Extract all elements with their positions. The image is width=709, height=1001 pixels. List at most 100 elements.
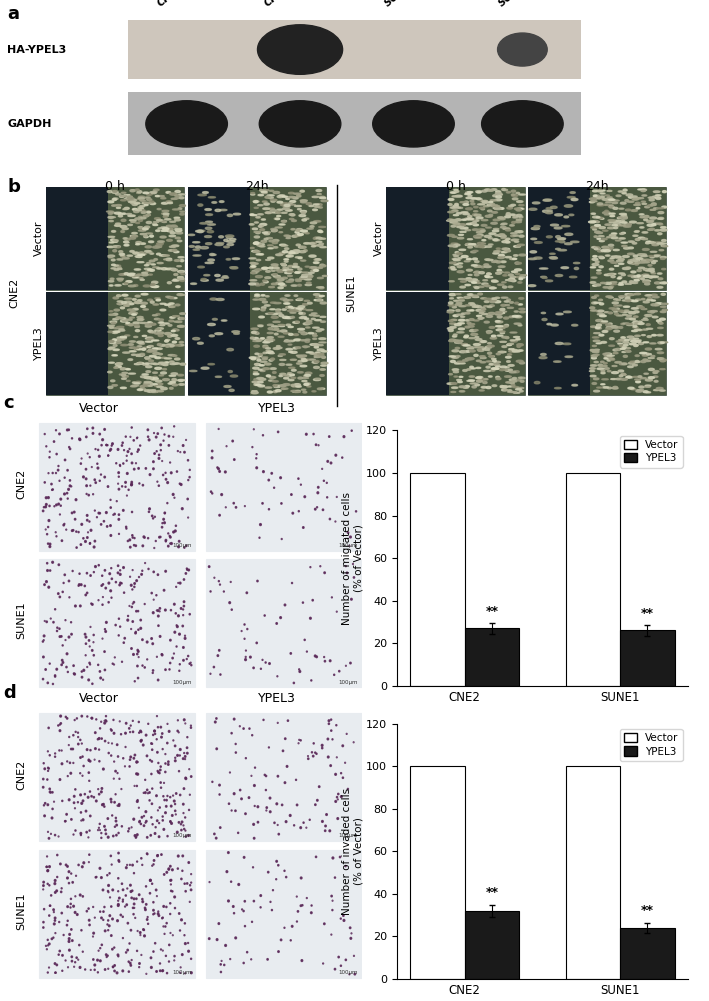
Ellipse shape	[140, 740, 143, 741]
Ellipse shape	[622, 245, 627, 246]
Ellipse shape	[160, 444, 162, 445]
Ellipse shape	[112, 198, 116, 200]
Ellipse shape	[486, 366, 490, 368]
Ellipse shape	[269, 190, 274, 191]
Ellipse shape	[520, 311, 525, 313]
Ellipse shape	[262, 357, 268, 358]
Ellipse shape	[138, 319, 143, 321]
Ellipse shape	[661, 245, 665, 246]
Ellipse shape	[611, 233, 617, 234]
Ellipse shape	[463, 213, 469, 214]
Bar	[39, 560, 195, 688]
Ellipse shape	[184, 935, 185, 936]
Ellipse shape	[134, 907, 135, 908]
Ellipse shape	[312, 600, 313, 601]
Ellipse shape	[595, 195, 600, 197]
Ellipse shape	[596, 197, 601, 199]
Ellipse shape	[121, 344, 128, 345]
Ellipse shape	[267, 237, 272, 239]
Ellipse shape	[233, 213, 240, 215]
Ellipse shape	[315, 319, 321, 320]
Ellipse shape	[177, 868, 179, 869]
Ellipse shape	[121, 485, 123, 486]
Ellipse shape	[314, 259, 321, 260]
Ellipse shape	[620, 362, 627, 364]
Ellipse shape	[659, 217, 664, 219]
Ellipse shape	[165, 955, 167, 956]
Ellipse shape	[125, 301, 131, 302]
Ellipse shape	[637, 275, 640, 276]
Ellipse shape	[275, 218, 279, 219]
Ellipse shape	[475, 280, 479, 281]
Ellipse shape	[257, 359, 261, 361]
Ellipse shape	[299, 312, 303, 314]
Ellipse shape	[474, 286, 479, 288]
Ellipse shape	[146, 358, 151, 359]
Ellipse shape	[138, 196, 145, 197]
Ellipse shape	[306, 233, 309, 234]
Ellipse shape	[130, 965, 132, 966]
Ellipse shape	[489, 363, 493, 365]
Ellipse shape	[84, 541, 86, 543]
Ellipse shape	[601, 249, 606, 251]
Ellipse shape	[596, 319, 603, 321]
Ellipse shape	[313, 743, 314, 744]
Ellipse shape	[593, 255, 597, 257]
Ellipse shape	[608, 227, 615, 229]
Ellipse shape	[152, 246, 160, 248]
Bar	[566, 472, 620, 686]
Ellipse shape	[253, 824, 255, 825]
Ellipse shape	[128, 828, 130, 829]
Ellipse shape	[490, 203, 495, 205]
Ellipse shape	[634, 310, 639, 313]
Ellipse shape	[302, 274, 308, 275]
Ellipse shape	[118, 618, 119, 620]
Ellipse shape	[59, 433, 60, 434]
Ellipse shape	[172, 269, 177, 271]
Ellipse shape	[146, 270, 150, 271]
Ellipse shape	[166, 906, 167, 908]
Ellipse shape	[639, 267, 644, 268]
Ellipse shape	[133, 203, 138, 205]
Ellipse shape	[330, 719, 332, 721]
Ellipse shape	[80, 544, 82, 546]
Ellipse shape	[569, 276, 577, 277]
Ellipse shape	[70, 903, 72, 905]
Ellipse shape	[635, 322, 642, 324]
Ellipse shape	[272, 371, 276, 373]
Ellipse shape	[281, 503, 282, 505]
Ellipse shape	[135, 218, 140, 219]
Ellipse shape	[138, 316, 143, 318]
Ellipse shape	[78, 864, 79, 866]
Ellipse shape	[453, 314, 458, 316]
Ellipse shape	[660, 306, 666, 307]
Ellipse shape	[172, 378, 177, 380]
Ellipse shape	[652, 296, 659, 298]
Ellipse shape	[208, 259, 215, 261]
Ellipse shape	[457, 340, 463, 342]
Ellipse shape	[301, 276, 307, 277]
Ellipse shape	[82, 819, 84, 821]
Ellipse shape	[179, 634, 180, 635]
Ellipse shape	[296, 346, 301, 348]
Ellipse shape	[484, 265, 491, 267]
Ellipse shape	[289, 374, 294, 375]
Ellipse shape	[191, 283, 196, 284]
Ellipse shape	[465, 193, 471, 194]
Ellipse shape	[471, 279, 477, 280]
Ellipse shape	[168, 533, 169, 534]
Ellipse shape	[72, 530, 73, 532]
Ellipse shape	[448, 245, 455, 246]
Ellipse shape	[496, 196, 501, 198]
Ellipse shape	[454, 256, 458, 257]
Ellipse shape	[171, 334, 178, 336]
Ellipse shape	[315, 509, 316, 510]
Ellipse shape	[471, 197, 476, 199]
Ellipse shape	[108, 925, 110, 927]
Ellipse shape	[174, 810, 176, 812]
Ellipse shape	[57, 725, 59, 726]
Ellipse shape	[513, 315, 518, 317]
Bar	[386, 291, 449, 395]
Ellipse shape	[642, 201, 645, 202]
Ellipse shape	[332, 857, 334, 859]
